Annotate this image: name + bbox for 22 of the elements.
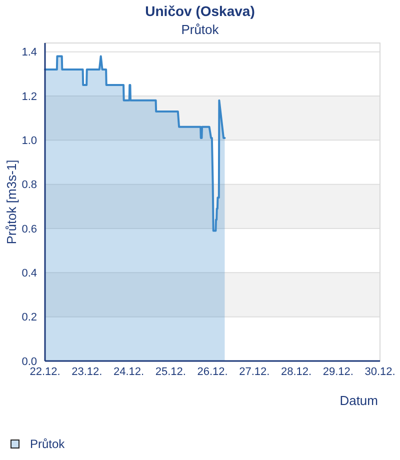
x-tick-label: 26.12. <box>197 366 228 378</box>
y-tick-label: 0.6 <box>22 223 37 236</box>
y-tick-label: 0.0 <box>22 356 37 368</box>
y-tick-label: 1.0 <box>22 135 37 148</box>
x-tick-label: 24.12. <box>113 366 144 378</box>
y-tick-label: 1.2 <box>22 90 37 103</box>
x-axis-title: Datum <box>340 393 378 408</box>
x-tick-label: 25.12. <box>155 366 186 378</box>
legend-label: Průtok <box>30 437 66 452</box>
y-tick-label: 0.4 <box>22 268 37 280</box>
x-tick-label: 23.12. <box>72 366 102 378</box>
x-tick-label: 22.12. <box>30 366 60 378</box>
x-tick-label: 30.12. <box>364 366 396 378</box>
x-tick-label: 29.12. <box>322 366 354 378</box>
chart-subtitle: Průtok <box>181 22 220 37</box>
chart-title: Uničov (Oskava) <box>145 3 255 19</box>
y-tick-label: 0.2 <box>22 312 37 324</box>
y-tick-label: 0.8 <box>22 179 37 192</box>
y-axis-title: Průtok [m3s-1] <box>4 160 19 244</box>
y-tick-label: 1.4 <box>22 46 37 59</box>
x-tick-label: 28.12. <box>280 366 312 378</box>
x-tick-label: 27.12. <box>239 366 270 378</box>
